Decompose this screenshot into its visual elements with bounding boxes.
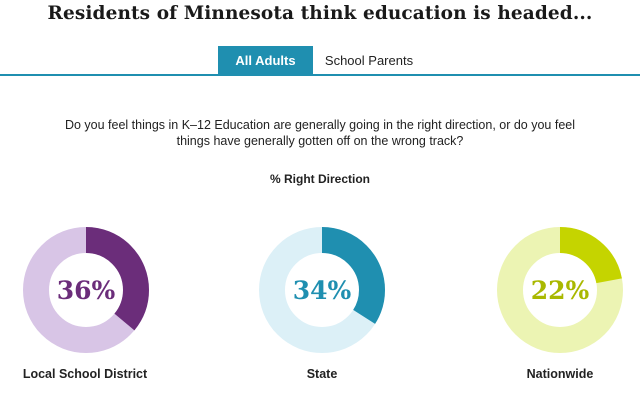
label-nationwide: Nationwide [526, 367, 594, 381]
state-percent-label: 34% [293, 276, 352, 305]
local-school-district-value-arc [23, 227, 149, 353]
tab-all-adults[interactable]: All Adults [218, 46, 313, 76]
donut-local-school-district: 36% [23, 227, 149, 353]
local-school-district-percent-label: 36% [57, 276, 116, 305]
survey-question: Do you feel things in K–12 Education are… [64, 118, 576, 148]
donut-state: 34% [259, 227, 385, 353]
tab-underline [0, 74, 640, 76]
label-state: State [306, 367, 338, 381]
state-value-arc [259, 227, 385, 353]
page-title: Residents of Minnesota think education i… [47, 3, 593, 24]
label-local-school-district: Local School District [22, 367, 148, 381]
tab-school-parents[interactable]: School Parents [324, 53, 414, 68]
nationwide-percent-label: 22% [531, 276, 590, 305]
nationwide-value-arc [497, 227, 623, 353]
chart-subtitle: % Right Direction [269, 172, 370, 186]
donut-nationwide: 22% [497, 227, 623, 353]
